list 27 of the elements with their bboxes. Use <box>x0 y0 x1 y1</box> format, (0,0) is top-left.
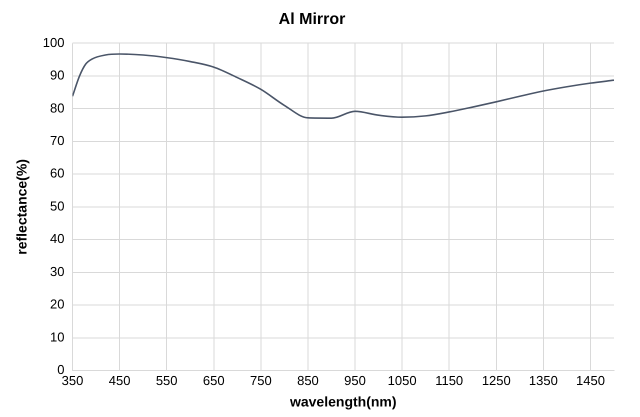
y-tick-label: 80 <box>50 100 64 116</box>
y-tick-label: 30 <box>50 264 64 279</box>
x-tick-label: 1450 <box>576 372 605 388</box>
x-tick-label: 1350 <box>528 372 558 388</box>
y-tick-label: 60 <box>50 166 64 181</box>
x-tick-label: 550 <box>156 372 178 388</box>
y-tick-label: 20 <box>50 296 64 312</box>
y-tick-label: 40 <box>50 231 64 246</box>
x-tick-label: 1150 <box>435 372 464 388</box>
line-series <box>72 53 614 119</box>
y-tick-label: 0 <box>57 362 64 378</box>
chart-title: Al Mirror <box>278 11 346 28</box>
y-tick-label: 70 <box>50 133 64 148</box>
y-tick-label: 90 <box>50 68 64 83</box>
y-tick-label: 100 <box>42 34 64 50</box>
x-tick-label: 1050 <box>388 372 417 388</box>
x-tick-label: 850 <box>297 372 319 388</box>
y-axis-title: reflectance(%) <box>13 159 30 255</box>
x-tick-label: 350 <box>62 372 84 388</box>
y-tick-label: 50 <box>50 198 64 214</box>
x-tick-label: 750 <box>250 372 272 388</box>
y-tick-label: 10 <box>50 329 64 344</box>
x-tick-label: 950 <box>344 372 366 388</box>
x-tick-label: 650 <box>202 372 225 388</box>
x-tick-label: 1250 <box>482 372 511 388</box>
x-tick-label: 450 <box>108 372 130 388</box>
x-axis-title: wavelength(nm) <box>288 393 397 410</box>
